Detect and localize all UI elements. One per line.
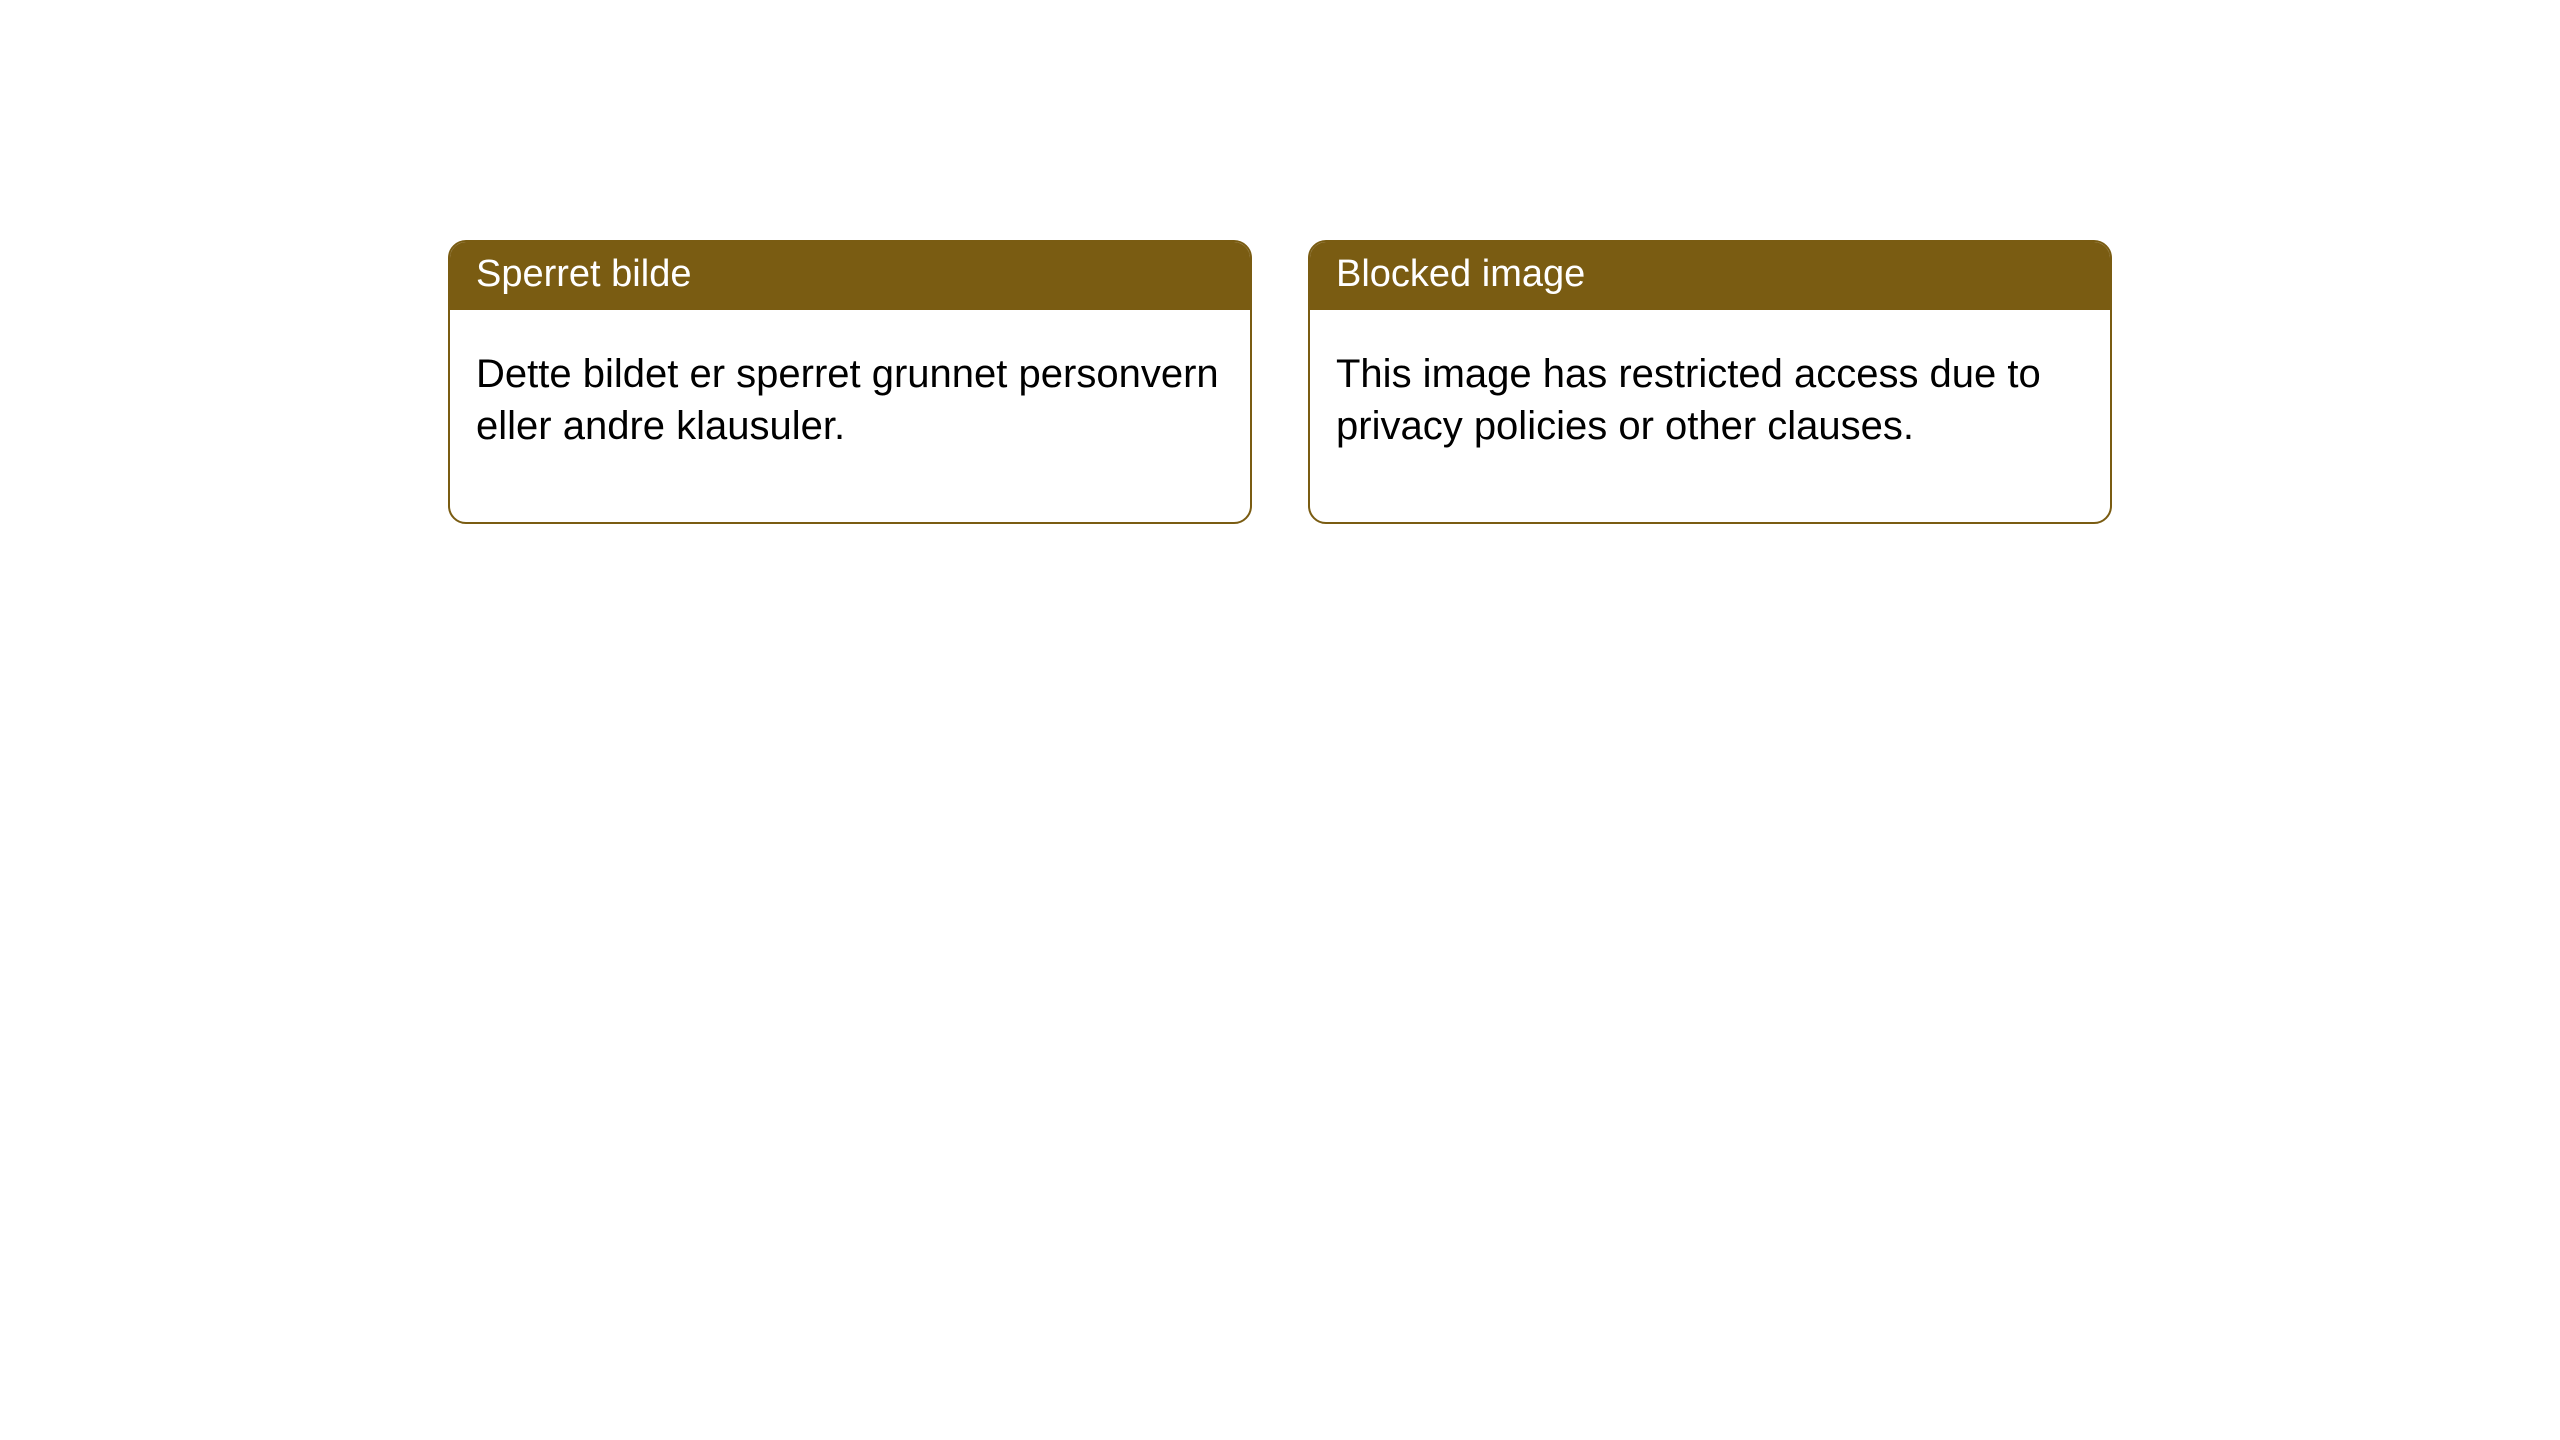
notice-header-english: Blocked image — [1310, 242, 2110, 310]
notice-body-norwegian: Dette bildet er sperret grunnet personve… — [450, 310, 1250, 522]
notice-header-norwegian: Sperret bilde — [450, 242, 1250, 310]
notice-box-norwegian: Sperret bilde Dette bildet er sperret gr… — [448, 240, 1252, 524]
notice-body-english: This image has restricted access due to … — [1310, 310, 2110, 522]
notice-box-english: Blocked image This image has restricted … — [1308, 240, 2112, 524]
notice-container: Sperret bilde Dette bildet er sperret gr… — [0, 0, 2560, 524]
